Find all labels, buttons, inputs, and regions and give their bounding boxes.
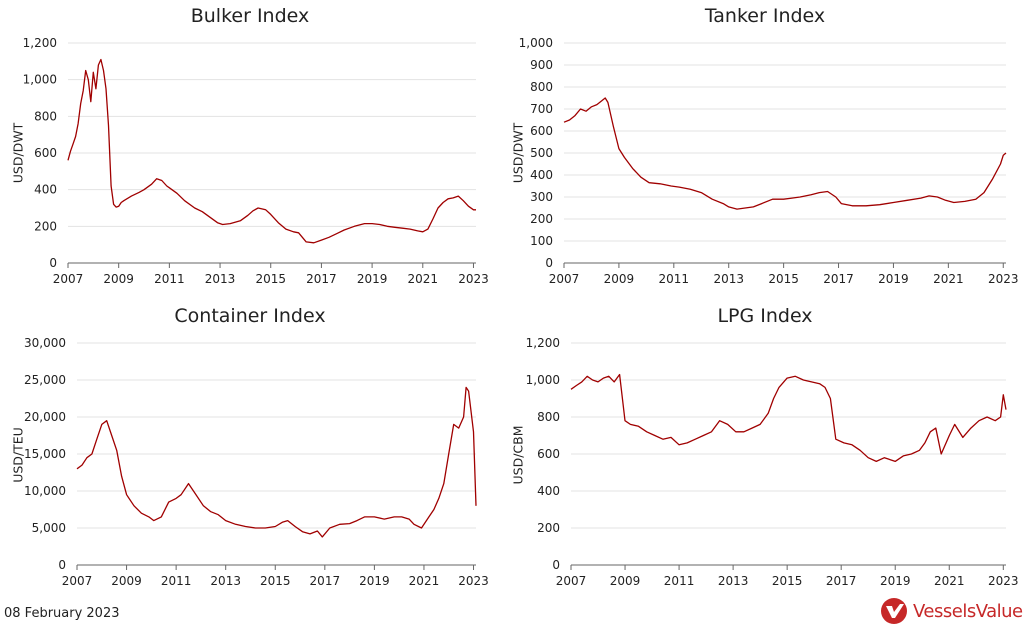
tanker-index-ytick-label: 0 [545, 256, 553, 270]
bulker-index-series-line [67, 58, 476, 244]
container-index-xtick-label: 2017 [310, 574, 341, 588]
bulker-index-xtick-label: 2019 [357, 272, 388, 286]
bulker-index-xtick-label: 2021 [408, 272, 439, 286]
container-index-ytick-label: 25,000 [24, 373, 66, 387]
container-index-xtick-label: 2011 [161, 574, 192, 588]
container-index-xtick-label: 2013 [210, 574, 241, 588]
lpg-index-xtick-label: 2007 [556, 574, 587, 588]
tanker-index-title: Tanker Index [704, 5, 825, 27]
container-index-ytick-label: 20,000 [24, 410, 66, 424]
container-index-xtick-label: 2015 [260, 574, 291, 588]
tanker-index-xtick-label: 2017 [823, 272, 854, 286]
lpg-index-xtick-label: 2015 [772, 574, 803, 588]
tanker-index-xtick-label: 2009 [604, 272, 635, 286]
lpg-index-xtick-label: 2021 [934, 574, 965, 588]
bulker-index-ytick-label: 1,200 [23, 36, 57, 50]
tanker-index-xtick-label: 2023 [988, 272, 1019, 286]
bulker-index-xtick-label: 2009 [103, 272, 134, 286]
lpg-index-xtick-label: 2009 [610, 574, 641, 588]
bulker-index-xtick-label: 2011 [154, 272, 185, 286]
lpg-index-ytick-label: 800 [537, 410, 560, 424]
tanker-index-ytick-label: 900 [530, 58, 553, 72]
tanker-index-xtick-label: 2019 [878, 272, 909, 286]
container-index-xtick-label: 2021 [409, 574, 440, 588]
bulker-index-ytick-label: 200 [34, 219, 57, 233]
container-index-ytick-label: 5,000 [32, 521, 66, 535]
container-index-xtick-label: 2007 [62, 574, 93, 588]
bulker-index-ylabel: USD/DWT [10, 122, 25, 183]
tanker-index-xtick-label: 2013 [713, 272, 744, 286]
lpg-index-ytick-label: 200 [537, 521, 560, 535]
container-index-ytick-label: 30,000 [24, 336, 66, 350]
lpg-index-series-line [570, 373, 1007, 463]
brand-logo: VesselsValue [880, 596, 1030, 626]
bulker-index-ytick-label: 800 [34, 109, 57, 123]
bulker-index-xtick-label: 2017 [306, 272, 337, 286]
bulker-index-xtick-label: 2007 [53, 272, 84, 286]
container-index-xtick-label: 2023 [458, 574, 489, 588]
tanker-index-ytick-label: 300 [530, 190, 553, 204]
tanker-index-ytick-label: 500 [530, 146, 553, 160]
lpg-index-xtick-label: 2017 [826, 574, 857, 588]
tanker-index-ytick-label: 800 [530, 80, 553, 94]
tanker-index-ylabel: USD/DWT [510, 122, 525, 183]
bulker-index-xtick-label: 2023 [458, 272, 489, 286]
container-index-series-line [76, 386, 477, 538]
bulker-index-xtick-label: 2015 [255, 272, 286, 286]
tanker-index-ytick-label: 600 [530, 124, 553, 138]
lpg-index-xtick-label: 2019 [880, 574, 911, 588]
container-index-xtick-label: 2009 [111, 574, 142, 588]
bulker-index-ytick-label: 0 [49, 256, 57, 270]
lpg-index-ytick-label: 1,000 [526, 373, 560, 387]
tanker-index-ytick-label: 100 [530, 234, 553, 248]
tanker-index-ytick-label: 1,000 [519, 36, 553, 50]
report-date: 08 February 2023 [4, 606, 120, 621]
lpg-index-ytick-label: 0 [552, 558, 560, 572]
tanker-index-ytick-label: 400 [530, 168, 553, 182]
lpg-index-xtick-label: 2011 [664, 574, 695, 588]
lpg-index-xtick-label: 2023 [988, 574, 1019, 588]
brand-name: VesselsValue [913, 600, 1023, 622]
tanker-index-ytick-label: 700 [530, 102, 553, 116]
tanker-index-xtick-label: 2011 [659, 272, 690, 286]
container-index-ytick-label: 0 [58, 558, 66, 572]
bulker-index-title: Bulker Index [191, 5, 310, 27]
bulker-index-ytick-label: 400 [34, 183, 57, 197]
lpg-index-ylabel: USD/CBM [510, 425, 525, 484]
lpg-index-ytick-label: 1,200 [526, 336, 560, 350]
container-index-title: Container Index [174, 305, 325, 327]
tanker-index-xtick-label: 2021 [933, 272, 964, 286]
tanker-index-xtick-label: 2015 [768, 272, 799, 286]
container-index-ylabel: USD/TEU [10, 427, 25, 483]
vesselsvalue-logo-icon [881, 598, 907, 624]
bulker-index-ytick-label: 600 [34, 146, 57, 160]
tanker-index-series-line [563, 97, 1007, 210]
container-index-ytick-label: 15,000 [24, 447, 66, 461]
tanker-index-xtick-label: 2007 [549, 272, 580, 286]
bulker-index-xtick-label: 2013 [205, 272, 236, 286]
lpg-index-ytick-label: 600 [537, 447, 560, 461]
container-index-ytick-label: 10,000 [24, 484, 66, 498]
lpg-index-ytick-label: 400 [537, 484, 560, 498]
lpg-index-xtick-label: 2013 [718, 574, 749, 588]
tanker-index-ytick-label: 200 [530, 212, 553, 226]
lpg-index-title: LPG Index [717, 305, 812, 327]
container-index-xtick-label: 2019 [359, 574, 390, 588]
bulker-index-ytick-label: 1,000 [23, 73, 57, 87]
